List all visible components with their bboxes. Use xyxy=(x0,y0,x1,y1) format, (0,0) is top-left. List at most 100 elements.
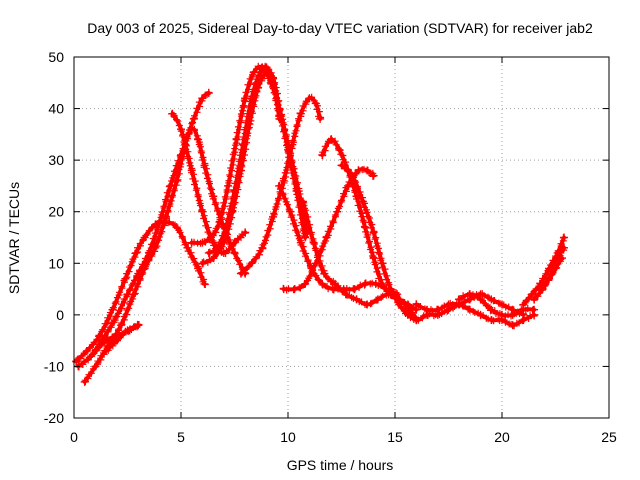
x-tick-label: 0 xyxy=(70,429,78,445)
data-point xyxy=(498,310,506,319)
data-point-marker xyxy=(365,239,373,247)
data-point xyxy=(403,300,412,309)
data-point xyxy=(198,207,207,216)
y-tick-label: 20 xyxy=(48,204,64,220)
data-point-marker xyxy=(133,280,141,288)
series-arc-1 xyxy=(72,218,209,366)
data-point xyxy=(322,233,331,242)
data-point xyxy=(166,181,175,190)
data-point-marker xyxy=(200,258,208,266)
data-point-marker xyxy=(482,302,490,310)
data-point xyxy=(536,285,545,294)
data-point-marker xyxy=(82,348,90,356)
data-point-marker xyxy=(112,298,120,306)
y-tick-label: 0 xyxy=(56,307,64,323)
data-point xyxy=(341,290,350,299)
data-point-marker xyxy=(331,137,339,145)
data-point-marker xyxy=(80,357,88,365)
data-point-marker xyxy=(515,319,523,327)
data-point xyxy=(162,212,171,221)
data-point-marker xyxy=(203,174,211,182)
data-point-marker xyxy=(195,196,203,204)
data-point xyxy=(348,171,357,180)
data-point-marker xyxy=(379,292,387,300)
data-point-marker xyxy=(145,256,153,264)
data-point-marker xyxy=(219,209,227,217)
data-point xyxy=(476,295,485,304)
data-point-marker xyxy=(306,272,314,280)
y-tick-label: -20 xyxy=(44,410,64,426)
y-tick-label: 30 xyxy=(48,152,64,168)
data-point xyxy=(455,295,464,304)
data-point-marker xyxy=(196,202,204,210)
data-point-marker xyxy=(237,156,245,164)
axis-ticks xyxy=(73,56,610,419)
data-point xyxy=(311,99,320,108)
data-point xyxy=(194,264,203,273)
data-point-marker xyxy=(304,257,312,265)
data-point-marker xyxy=(176,228,184,236)
data-point-marker xyxy=(294,232,302,240)
data-point-marker xyxy=(281,195,289,203)
data-point-marker xyxy=(276,185,284,193)
data-point-marker xyxy=(428,307,436,315)
data-point-marker xyxy=(254,62,262,70)
data-point xyxy=(476,310,485,319)
data-point-marker xyxy=(330,286,338,294)
data-point-marker xyxy=(229,193,237,201)
data-point-marker xyxy=(105,343,113,351)
data-point-marker xyxy=(461,298,469,306)
data-point xyxy=(172,176,181,185)
data-point-marker xyxy=(173,117,181,125)
data-point xyxy=(209,254,218,263)
data-point-marker xyxy=(283,201,291,209)
data-point-marker xyxy=(312,271,320,279)
data-point-marker xyxy=(125,304,133,312)
data-point-marker xyxy=(326,222,334,230)
data-point-marker xyxy=(305,224,313,232)
data-point-marker xyxy=(293,121,301,129)
data-point-marker xyxy=(190,180,198,188)
data-point xyxy=(551,264,560,273)
data-point xyxy=(487,305,496,314)
data-point xyxy=(487,316,496,325)
data-point xyxy=(369,171,378,180)
data-point-marker xyxy=(114,335,122,343)
data-point-marker xyxy=(314,253,322,261)
data-point-marker xyxy=(296,284,304,292)
data-point-marker xyxy=(471,292,479,300)
data-point-marker xyxy=(286,148,294,156)
data-point-marker xyxy=(300,232,308,240)
data-point xyxy=(331,279,340,288)
data-point-marker xyxy=(169,191,177,199)
data-point xyxy=(102,336,111,345)
data-point xyxy=(530,305,539,314)
data-point xyxy=(230,187,239,196)
data-point xyxy=(209,238,218,247)
data-point-marker xyxy=(117,331,125,339)
data-point xyxy=(275,181,284,190)
data-point xyxy=(361,279,370,288)
data-point-marker xyxy=(220,199,228,207)
data-point-marker xyxy=(234,123,242,131)
data-point-marker xyxy=(229,161,237,169)
data-point-marker xyxy=(214,223,222,231)
data-point-marker xyxy=(172,116,180,124)
data-point xyxy=(354,166,363,175)
data-point xyxy=(256,68,265,77)
data-point xyxy=(318,279,327,288)
data-point-marker xyxy=(225,177,233,185)
data-point-marker xyxy=(192,186,200,194)
data-point-marker xyxy=(345,286,353,294)
data-point-marker xyxy=(541,282,549,290)
data-point-marker xyxy=(182,142,190,150)
data-point-marker xyxy=(245,113,253,121)
data-point xyxy=(337,161,346,170)
data-point-marker xyxy=(191,177,199,185)
data-point xyxy=(508,310,517,319)
axis-tick-labels: 0 5 10 15 20 25 -20 -10 0 10 20 30 40 50 xyxy=(44,49,617,445)
data-point xyxy=(386,285,395,294)
data-point xyxy=(241,228,250,237)
data-point-marker xyxy=(98,327,106,335)
data-point-marker xyxy=(319,242,327,250)
